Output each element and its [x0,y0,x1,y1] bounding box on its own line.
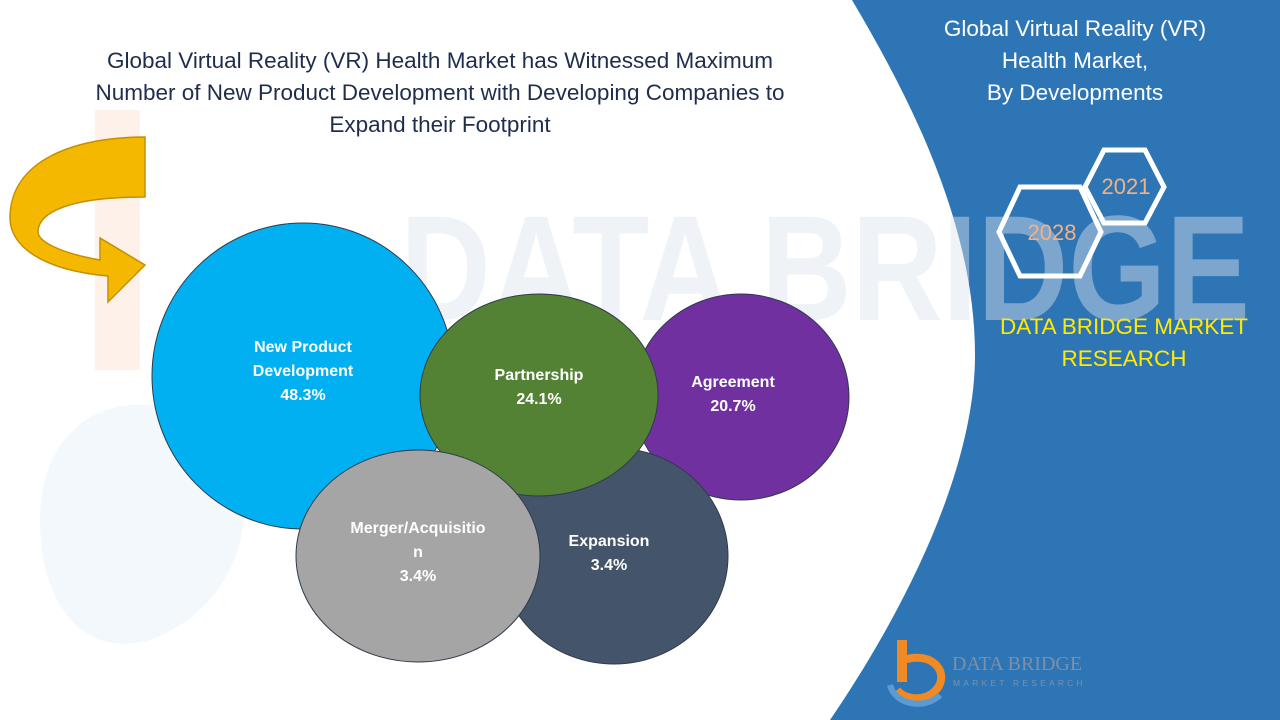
panel-title: Global Virtual Reality (VR) Health Market… [944,16,1206,105]
brand-text: DATA BRIDGE MARKET RESEARCH [1000,314,1248,371]
chart-title-line: Global Virtual Reality (VR) Health Marke… [107,48,773,73]
bubble-value: 24.1% [516,391,561,408]
bubble-label: New Product [254,339,352,356]
bubble-value: 3.4% [591,557,627,574]
year-label-2028: 2028 [1028,220,1077,245]
chart-title-line: Number of New Product Development with D… [95,80,784,105]
curved-arrow-icon [9,136,147,304]
bubble-label: n [413,544,423,561]
bubble-label: Agreement [691,374,775,391]
bubble-value: 3.4% [400,568,436,585]
bubble-layer: Agreement 20.7% New Product Development 48.3… [151,222,850,665]
brand-text-line: DATA BRIDGE MARKET [1000,314,1248,339]
bubble-label: Merger/Acquisitio [350,520,485,537]
chart-title-line: Expand their Footprint [329,112,551,137]
year-hexagons: 2021 2028 [996,147,1167,279]
bubble [419,293,659,497]
chart-title: Global Virtual Reality (VR) Health Marke… [95,48,784,137]
logo-name: DATA BRIDGE [952,653,1082,675]
panel-title-line: Health Market, [1002,48,1148,73]
logo-tagline: MARKET RESEARCH [953,678,1086,688]
panel-title-line: By Developments [987,80,1163,105]
panel-title-line: Global Virtual Reality (VR) [944,16,1206,41]
logo-mark-icon [887,640,946,707]
bubble-label: Development [253,363,354,380]
hexagon-2021-icon [1082,147,1167,226]
bubble-label: Expansion [569,533,650,550]
side-panel [830,0,1280,720]
bubble-label: Partnership [495,367,584,384]
hexagon-2028-icon [996,184,1104,279]
brand-text-line: RESEARCH [1061,346,1186,371]
bubble-value: 20.7% [710,398,755,415]
company-logo: DATA BRIDGE MARKET RESEARCH [887,640,1086,707]
year-label-2021: 2021 [1102,174,1151,199]
bubble [295,449,541,663]
bubble-value: 48.3% [280,387,325,404]
